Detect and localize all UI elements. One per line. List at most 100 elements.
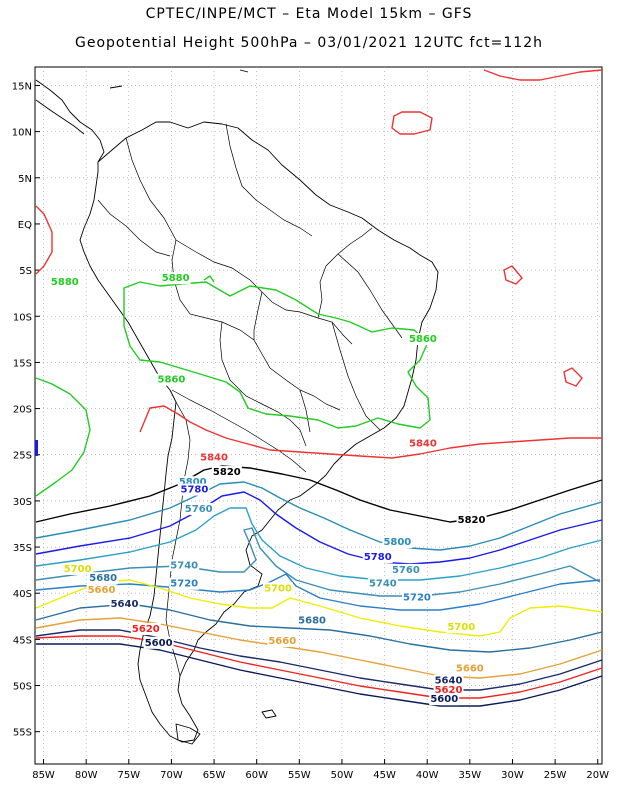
- lon-tick-label: 50W: [331, 770, 354, 781]
- contour-label-5840: 5840: [200, 452, 228, 463]
- lon-tick-label: 45W: [373, 770, 396, 781]
- contour-5880-small: [203, 275, 215, 283]
- coastlines: [35, 69, 439, 745]
- contour-label-background: [407, 437, 438, 450]
- lon-tick-label: 25W: [544, 770, 567, 781]
- contour-label-5720: 5720: [170, 579, 198, 590]
- contour-label-5740: 5740: [369, 579, 397, 590]
- contour-5660: [35, 617, 603, 679]
- contour-label-5680: 5680: [89, 573, 117, 584]
- contour-label-5640: 5640: [111, 599, 139, 610]
- contour-label-5700: 5700: [264, 583, 292, 594]
- contour-label-background: [199, 451, 230, 464]
- contour-label-5600: 5600: [430, 694, 458, 705]
- lon-tick-label: 35W: [459, 770, 482, 781]
- contour-label-background: [362, 550, 393, 563]
- contour-5780: [35, 491, 603, 565]
- lon-tick-label: 75W: [117, 770, 140, 781]
- lon-tick-label: 80W: [75, 770, 98, 781]
- contour-5700: [35, 579, 603, 637]
- south-america-coastline: [79, 121, 439, 743]
- edge-marker: [35, 440, 38, 456]
- contour-label-background: [433, 683, 464, 696]
- caribbean-islands: [109, 69, 249, 89]
- contour-label-background: [267, 634, 298, 647]
- lon-tick-label: 55W: [288, 770, 311, 781]
- contour-label-5820: 5820: [458, 515, 486, 526]
- falkland-islands: [261, 709, 277, 719]
- lat-tick-label: 15S: [13, 358, 32, 369]
- lon-tick-label: 20W: [586, 770, 609, 781]
- contour-label-5660: 5660: [88, 585, 116, 596]
- contour-label-background: [211, 466, 242, 479]
- tierra-del-fuego: [175, 723, 201, 745]
- contour-label-5880: 5880: [51, 277, 79, 288]
- contour-5840-north: [483, 69, 603, 81]
- contour-label-background: [130, 622, 161, 635]
- lat-tick-label: 10S: [13, 312, 32, 323]
- contour-label-5660: 5660: [456, 664, 484, 675]
- contour-label-background: [169, 577, 200, 590]
- contour-label-5780: 5780: [181, 485, 209, 496]
- contour-label-background: [183, 502, 214, 515]
- contour-label-5620: 5620: [132, 624, 160, 635]
- contour-5760: [35, 507, 603, 581]
- lat-tick-label: 25S: [13, 451, 32, 462]
- axis-tick-labels: 15N 10N 5N EQ 5S 10S 15S 20S 25S 30S 35S 40S 45S 50S 5…: [12, 81, 609, 781]
- contour-label-background: [390, 563, 421, 576]
- contour-label-5820: 5820: [213, 467, 241, 478]
- contour-5800: [35, 481, 603, 551]
- contour-5840-west: [35, 205, 53, 275]
- lat-tick-label: 50S: [13, 682, 32, 693]
- lat-tick-label: 35S: [13, 543, 32, 554]
- contour-label-background: [62, 562, 93, 575]
- contour-label-5700: 5700: [447, 622, 475, 633]
- contour-label-background: [456, 514, 487, 527]
- contour-label-background: [160, 272, 191, 285]
- map-gridlines: [35, 67, 602, 764]
- contour-label-background: [88, 572, 119, 585]
- lat-tick-label: 30S: [13, 497, 32, 508]
- contour-5840-closed-1: [391, 111, 433, 135]
- contour-label-5720: 5720: [403, 593, 431, 604]
- contour-label-5680: 5680: [298, 616, 326, 627]
- lon-tick-label: 60W: [245, 770, 268, 781]
- lon-tick-label: 65W: [203, 770, 226, 781]
- lat-tick-label: 55S: [13, 728, 32, 739]
- contour-label-background: [49, 275, 80, 288]
- contour-label-5760: 5760: [185, 504, 213, 515]
- contour-label-background: [179, 483, 210, 496]
- contour-label-5700: 5700: [64, 564, 92, 575]
- lat-tick-label: 45S: [13, 635, 32, 646]
- height-contours: [35, 69, 603, 707]
- contour-label-5600: 5600: [145, 638, 173, 649]
- contour-label-background: [169, 559, 200, 572]
- central-america-coastline-north: [35, 99, 85, 135]
- contour-label-5860: 5860: [157, 375, 185, 386]
- lat-tick-label: 5N: [18, 174, 32, 185]
- contour-label-5840: 5840: [409, 438, 437, 449]
- contour-5860: [35, 377, 91, 497]
- lat-tick-label: 10N: [12, 128, 32, 139]
- contour-label-5660: 5660: [268, 636, 296, 647]
- lon-tick-label: 70W: [160, 770, 183, 781]
- lat-tick-label: 15N: [12, 81, 32, 92]
- contour-label-5880: 5880: [162, 273, 190, 284]
- lat-tick-label: 5S: [19, 266, 32, 277]
- contour-label-background: [454, 662, 485, 675]
- contour-label-background: [156, 373, 187, 386]
- contour-label-background: [382, 536, 413, 549]
- contour-label-background: [109, 598, 140, 611]
- lon-tick-label: 30W: [501, 770, 524, 781]
- contour-label-background: [446, 621, 477, 634]
- lat-tick-label: EQ: [18, 220, 32, 231]
- contour-label-background: [86, 584, 117, 597]
- contour-label-5860: 5860: [409, 334, 437, 345]
- map-title-line-1: CPTEC/INPE/MCT – Eta Model 15km – GFS: [145, 6, 473, 22]
- lon-tick-label: 85W: [32, 770, 55, 781]
- map-frame: [34, 66, 603, 765]
- contour-5620: [35, 635, 603, 699]
- contour-labels: 5880 5880 5860 5860 5840 5840 5820 5820 5800 5800…: [49, 272, 487, 706]
- lat-tick-label: 20S: [13, 405, 32, 416]
